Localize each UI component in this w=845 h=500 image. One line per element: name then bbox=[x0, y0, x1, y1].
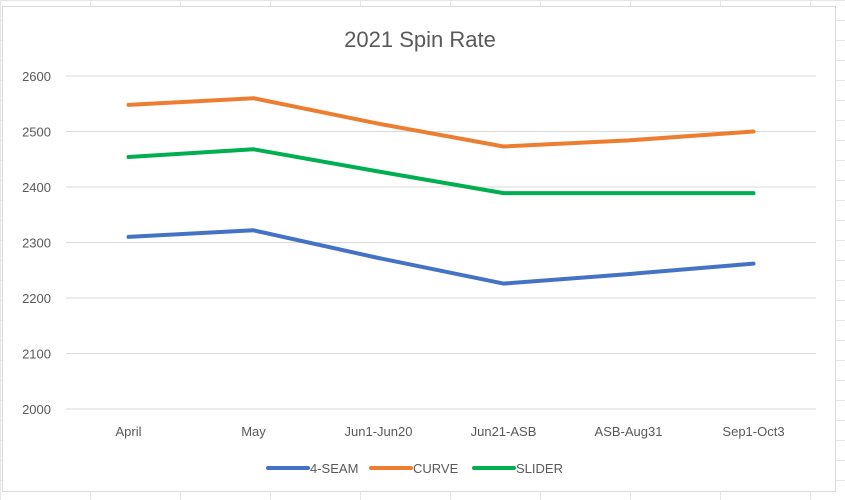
y-tick-label: 2200 bbox=[22, 291, 51, 306]
y-tick-label: 2500 bbox=[22, 125, 51, 140]
x-tick-label: Jun1-Jun20 bbox=[345, 424, 413, 439]
gridlines bbox=[66, 75, 816, 410]
series-line-curve bbox=[126, 96, 756, 149]
series-line-slider bbox=[126, 147, 756, 196]
x-axis-ticks: April May Jun1-Jun20 Jun21-ASB ASB-Aug31 Sep1… bbox=[115, 424, 784, 439]
series-line-4-seam bbox=[126, 228, 756, 286]
y-tick-label: 2600 bbox=[22, 69, 51, 84]
chart-area[interactable] bbox=[2, 6, 836, 492]
y-tick-label: 2000 bbox=[22, 402, 51, 417]
y-tick-label: 2100 bbox=[22, 347, 51, 362]
legend-label-curve: CURVE bbox=[413, 461, 459, 476]
series-lines bbox=[126, 96, 756, 286]
x-tick-label: May bbox=[241, 424, 266, 439]
y-axis-ticks: 2000 2100 2200 2300 2400 2500 2600 bbox=[22, 69, 51, 417]
x-tick-label: Sep1-Oct3 bbox=[722, 424, 784, 439]
legend-label-slider: SLIDER bbox=[516, 461, 563, 476]
x-tick-label: Jun21-ASB bbox=[471, 424, 537, 439]
x-tick-label: April bbox=[115, 424, 141, 439]
legend-label-4-seam: 4-SEAM bbox=[310, 461, 358, 476]
y-tick-label: 2400 bbox=[22, 180, 51, 195]
x-tick-label: ASB-Aug31 bbox=[595, 424, 663, 439]
y-tick-label: 2300 bbox=[22, 236, 51, 251]
legend: 4-SEAM CURVE SLIDER bbox=[266, 461, 563, 476]
chart-title: 2021 Spin Rate bbox=[344, 27, 496, 52]
